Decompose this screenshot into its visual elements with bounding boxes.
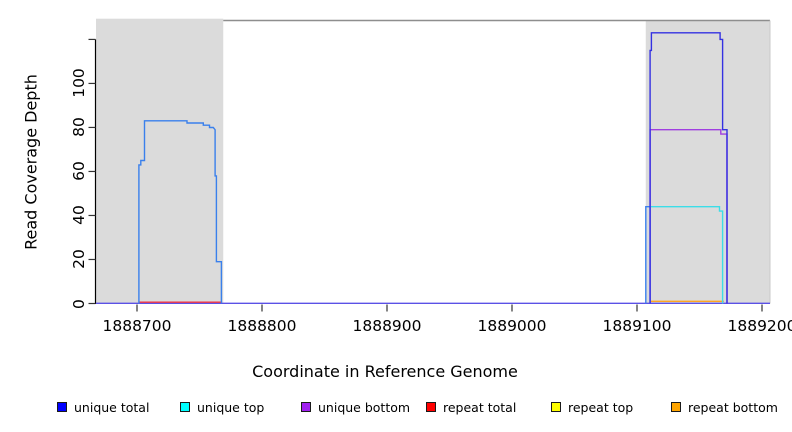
legend-swatch-icon [301,402,311,412]
x-axis-title: Coordinate in Reference Genome [252,362,518,381]
y-tick-label: 40 [70,205,88,226]
x-tick-label: 1888800 [227,317,297,335]
y-axis-title: Read Coverage Depth [21,74,41,250]
y-tick-label: 20 [70,249,88,270]
y-tick-label: 80 [70,117,88,138]
legend-swatch-icon [671,402,681,412]
legend-item: unique bottom [301,399,410,415]
legend-item: repeat bottom [671,399,778,415]
legend-swatch-icon [180,402,190,412]
legend-label: unique total [74,399,150,415]
legend-item: unique top [180,399,264,415]
x-tick-label: 1888700 [102,317,172,335]
y-tick-label: 60 [70,161,88,182]
series-unique-total-right-block-left-flank- [645,205,651,304]
legend-label: unique bottom [318,399,411,415]
y-tick-label: 100 [70,68,88,99]
legend-item: repeat top [551,399,633,415]
y-tick-label: 0 [70,298,88,309]
legend-label: repeat top [568,399,634,415]
x-tick-label: 1889000 [477,317,547,335]
legend-swatch-icon [426,402,436,412]
legend-swatch-icon [57,402,67,412]
legend-label: repeat bottom [688,399,778,415]
shaded-region [645,20,770,304]
x-tick-label: 1889100 [602,317,672,335]
legend: unique total unique top unique bottom repea… [0,399,792,419]
legend-item: repeat total [426,399,516,415]
x-tick-label: 1888900 [352,317,422,335]
series-unique-total-right-block- [649,32,728,304]
legend-label: repeat total [443,399,517,415]
legend-swatch-icon [551,402,561,412]
legend-label: unique top [197,399,265,415]
x-tick-label: 1889200 [727,317,792,335]
shaded-region [96,18,224,304]
series-unique-total-left-block- [138,120,223,304]
legend-item: unique total [57,399,149,415]
